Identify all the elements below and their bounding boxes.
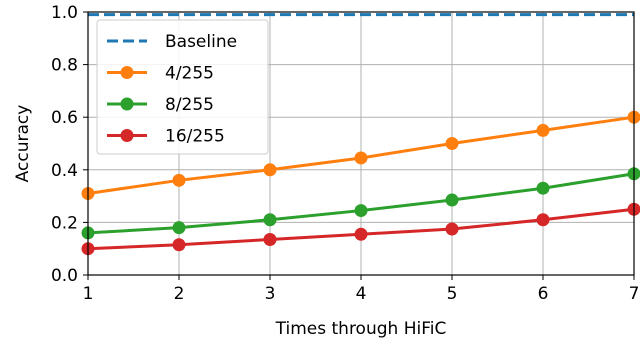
data-point <box>445 137 459 150</box>
series-4-255 <box>81 110 640 200</box>
axis-ticks: 1 2 3 4 5 6 7 0.0 0.2 0.4 0.6 0.8 1.0 <box>51 3 639 304</box>
legend-marker <box>120 97 134 111</box>
legend-label: 4/255 <box>165 64 214 84</box>
legend-item: 4/255 <box>107 64 214 84</box>
data-point <box>536 123 550 137</box>
data-point <box>172 173 186 187</box>
legend-label: 8/255 <box>165 95 214 115</box>
x-tick-label: 1 <box>83 284 94 304</box>
legend-item: 8/255 <box>107 95 214 115</box>
data-point <box>172 221 186 235</box>
y-tick-label: 0.8 <box>51 56 78 76</box>
y-tick-label: 0.4 <box>51 161 78 181</box>
legend-box <box>96 19 269 155</box>
data-point <box>172 238 186 252</box>
legend: Baseline 4/255 8/255 16/255 <box>96 19 269 155</box>
y-tick-label: 0.2 <box>51 213 78 233</box>
data-point <box>354 151 368 165</box>
data-point <box>445 193 459 207</box>
y-tick-label: 0.6 <box>51 108 78 128</box>
x-tick-label: 4 <box>356 284 367 304</box>
x-tick-label: 3 <box>265 284 276 304</box>
x-tick-label: 5 <box>447 284 458 304</box>
x-tick-label: 6 <box>538 284 549 304</box>
legend-label: 16/255 <box>165 127 225 147</box>
data-point <box>536 213 550 227</box>
data-point <box>445 222 459 236</box>
x-axis-label: Times through HiFiC <box>275 319 447 339</box>
data-point <box>354 227 368 241</box>
y-axis-label: Accuracy <box>13 105 33 183</box>
data-point <box>354 204 368 218</box>
legend-item: Baseline <box>107 32 237 52</box>
legend-marker <box>120 66 134 79</box>
data-point <box>536 181 550 195</box>
data-point <box>263 163 277 177</box>
x-tick-label: 2 <box>174 284 185 304</box>
legend-item: 16/255 <box>107 127 225 147</box>
y-tick-label: 0.0 <box>51 266 78 286</box>
x-tick-label: 7 <box>629 284 640 304</box>
data-point <box>263 213 277 227</box>
legend-marker <box>120 129 134 142</box>
legend-label: Baseline <box>165 32 237 52</box>
data-point <box>263 232 277 246</box>
y-tick-label: 1.0 <box>51 3 78 23</box>
